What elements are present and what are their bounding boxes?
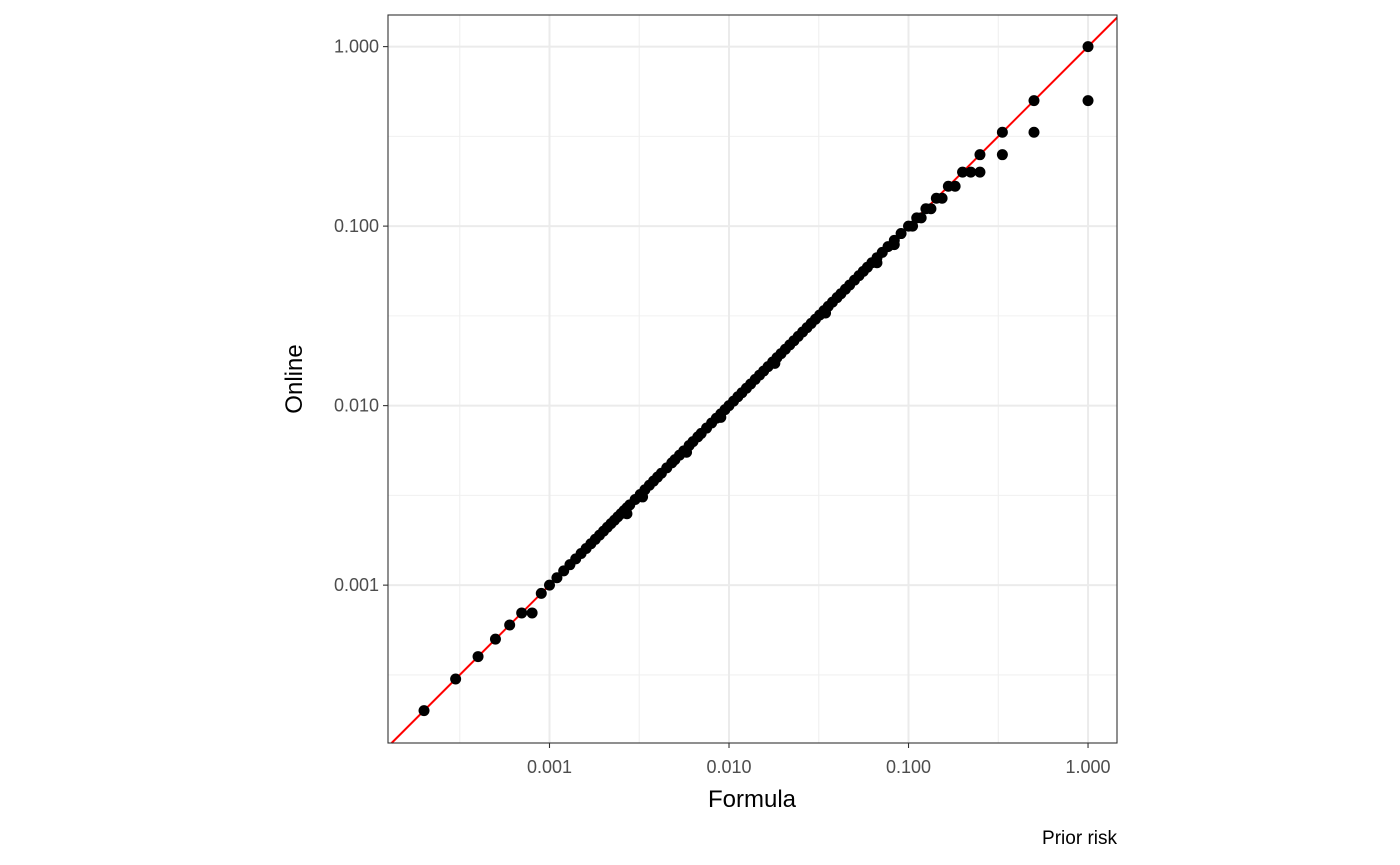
x-axis-ticks: 0.001 0.010 0.100 1.000 — [527, 743, 1111, 777]
data-point — [907, 220, 919, 232]
data-point — [1028, 95, 1040, 107]
x-tick-label: 1.000 — [1066, 757, 1111, 777]
data-point — [871, 257, 883, 269]
data-point — [516, 607, 528, 619]
data-point — [681, 446, 693, 458]
data-point — [543, 579, 555, 591]
data-point — [996, 126, 1008, 138]
y-tick-label: 1.000 — [334, 37, 379, 57]
data-point — [888, 239, 900, 251]
data-point — [895, 228, 907, 240]
data-point — [551, 572, 563, 584]
y-axis-ticks: 0.001 0.010 0.100 1.000 — [334, 37, 388, 595]
x-tick-label: 0.010 — [706, 757, 751, 777]
data-point — [936, 192, 948, 204]
data-point — [974, 166, 986, 178]
data-point — [621, 508, 633, 520]
major-gridlines — [388, 15, 1117, 743]
data-point — [769, 357, 781, 369]
data-point — [996, 149, 1008, 161]
y-axis-title: Online — [281, 344, 308, 413]
data-point — [637, 491, 649, 503]
data-points — [418, 41, 1094, 717]
y-tick-label: 0.010 — [334, 396, 379, 416]
data-point — [450, 673, 462, 685]
data-point — [526, 607, 538, 619]
data-point — [715, 411, 727, 423]
x-axis-title: Formula — [708, 786, 797, 813]
data-point — [957, 166, 969, 178]
panel-border — [387, 14, 1118, 744]
data-point — [535, 587, 547, 599]
data-point — [1082, 41, 1094, 53]
data-point — [504, 619, 516, 631]
chart-caption: Prior risk — [1042, 828, 1117, 849]
data-point — [965, 166, 977, 178]
data-point — [925, 203, 937, 215]
data-point — [418, 705, 430, 717]
data-point — [1082, 95, 1094, 107]
data-point — [949, 180, 961, 192]
data-point — [820, 307, 832, 319]
data-point — [489, 633, 501, 645]
x-tick-label: 0.001 — [527, 757, 572, 777]
data-point — [1028, 126, 1040, 138]
data-point — [974, 149, 986, 161]
y-tick-label: 0.100 — [334, 216, 379, 236]
y-tick-label: 0.001 — [334, 575, 379, 595]
data-point — [915, 212, 927, 224]
x-tick-label: 0.100 — [886, 757, 931, 777]
data-point — [472, 651, 484, 663]
